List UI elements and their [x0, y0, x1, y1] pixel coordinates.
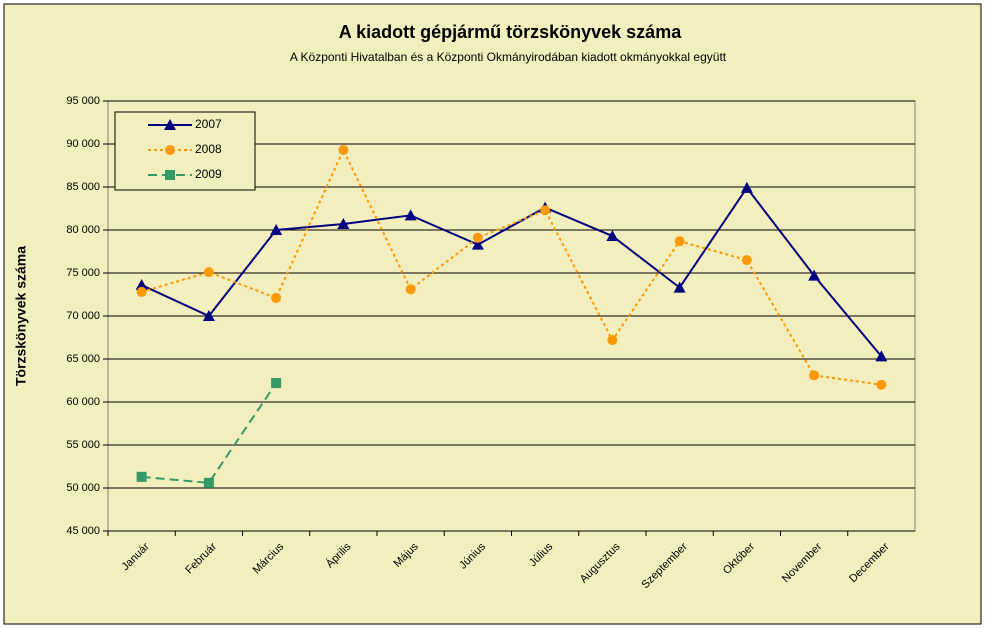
data-point [606, 230, 619, 242]
data-point [471, 238, 484, 250]
data-point [674, 236, 685, 247]
legend-label: 2008 [195, 142, 222, 156]
series-line [141, 186, 883, 358]
data-point [472, 232, 483, 243]
data-point [875, 350, 888, 362]
data-point [338, 145, 349, 156]
y-tick-label: 50 000 [66, 482, 100, 494]
data-point [203, 477, 214, 488]
legend-label: 2007 [195, 117, 222, 131]
data-point [337, 217, 350, 229]
y-tick-label: 80 000 [66, 224, 100, 236]
chart-title: A kiadott gépjármű törzskönyvek száma [339, 22, 682, 42]
data-point [135, 279, 148, 291]
data-point [809, 370, 820, 381]
y-tick-label: 45 000 [66, 525, 100, 537]
y-tick-label: 65 000 [66, 353, 100, 365]
data-point [876, 379, 887, 390]
series-line [141, 147, 882, 386]
y-axis-title: Törzskönyvek száma [13, 246, 29, 386]
y-tick-label: 90 000 [66, 138, 100, 150]
data-point [271, 292, 282, 303]
chart-subtitle: A Központi Hivatalban és a Központi Okmá… [290, 50, 727, 64]
y-tick-label: 70 000 [66, 310, 100, 322]
data-point [607, 335, 618, 346]
data-point [808, 269, 821, 281]
legend-marker [164, 119, 176, 130]
data-point [404, 209, 417, 221]
data-point [136, 471, 147, 482]
data-point [136, 286, 147, 297]
legend-marker [165, 145, 175, 155]
y-tick-label: 85 000 [66, 181, 100, 193]
y-tick-label: 95 000 [66, 95, 100, 107]
y-tick-label: 75 000 [66, 267, 100, 279]
series-line [141, 382, 277, 484]
data-point [271, 378, 282, 389]
data-point [540, 205, 551, 216]
data-point [741, 255, 752, 266]
chart-background [3, 3, 982, 625]
data-point [740, 181, 753, 193]
data-point [202, 310, 215, 321]
data-point [270, 224, 283, 235]
y-tick-label: 60 000 [66, 396, 100, 408]
data-point [203, 267, 214, 278]
data-point [405, 284, 416, 295]
y-tick-label: 55 000 [66, 439, 100, 451]
legend-label: 2009 [195, 167, 222, 181]
legend-marker [165, 170, 175, 180]
data-point [673, 281, 686, 293]
